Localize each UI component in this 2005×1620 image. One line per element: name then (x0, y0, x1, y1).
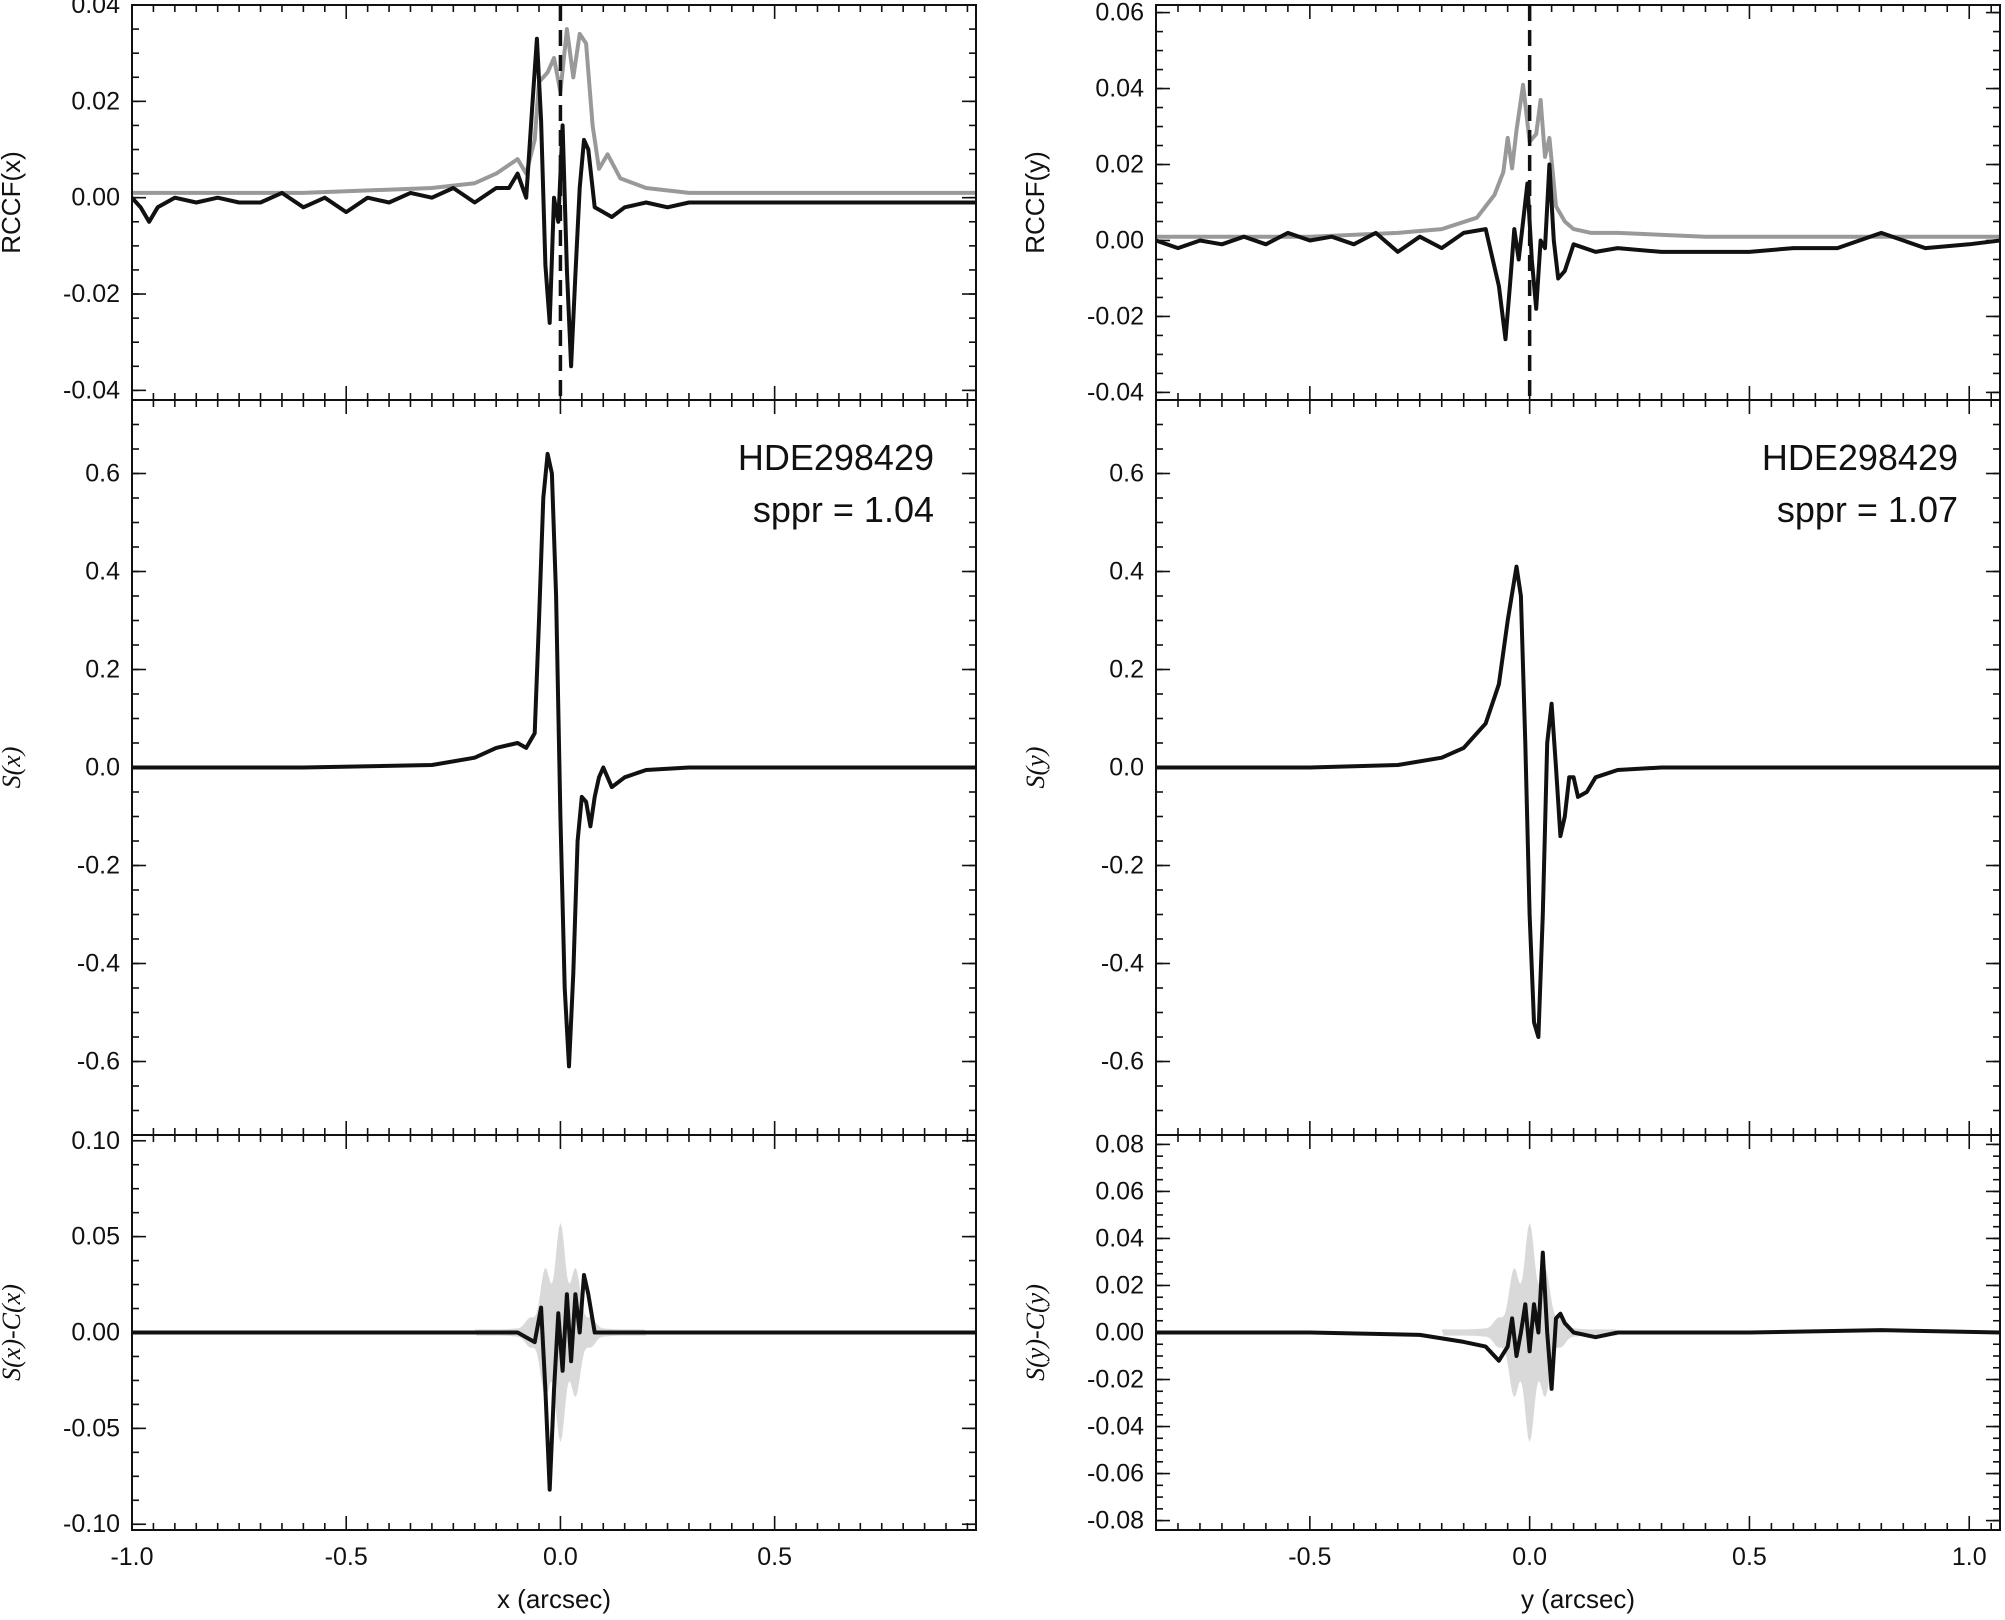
chart-panel-middle-right: -0.6 -0.4 -0.2 0.0 0.2 0.4 0.6 S(y) HDE298429 spp… (1021, 399, 2001, 1136)
y-axis-label: S(y) (1021, 747, 1050, 789)
chart-panel-top-left: -0.04 -0.02 0.00 0.02 0.04 RCCF(x) (0, 0, 977, 404)
y-axis-label: RCCF(y) (1020, 151, 1050, 254)
y-tick-label: 0.02 (1095, 151, 1144, 179)
y-axis-label: S(x)-C(x) (0, 1284, 26, 1381)
y-tick-label: 0.00 (1095, 1319, 1144, 1347)
y-tick-label: -0.10 (63, 1510, 120, 1538)
y-tick-label: 0.06 (1095, 1177, 1144, 1205)
series-line-1 (132, 36, 976, 369)
y-tick-label: -0.08 (1087, 1507, 1144, 1535)
series-line-0 (1156, 564, 2000, 1039)
y-tick-label: 0.0 (1109, 754, 1144, 782)
x-tick-label: -1.0 (110, 1543, 153, 1571)
x-tick-label: 1.0 (1952, 1543, 1987, 1571)
y-tick-label: 0.05 (71, 1223, 120, 1251)
plot-frame (1155, 4, 2001, 401)
series-line-0 (132, 1273, 976, 1492)
x-tick-label: 0.0 (543, 1543, 578, 1571)
y-tick-label: 0.02 (71, 87, 120, 115)
y-tick-label: 0.00 (71, 184, 120, 212)
y-tick-label: 0.10 (71, 1127, 120, 1155)
y-tick-label: 0.04 (1095, 1224, 1144, 1252)
y-tick-label: -0.6 (77, 1048, 120, 1076)
chart-panel-middle-left: -0.6 -0.4 -0.2 0.0 0.2 0.4 0.6 S(x) HDE298429 spp… (0, 399, 977, 1136)
x-tick-label: 0.5 (1732, 1543, 1767, 1571)
y-tick-label: -0.02 (1087, 1366, 1144, 1394)
sppr-annotation: sppr = 1.07 (1777, 489, 1958, 530)
series-line-0 (1156, 1250, 2000, 1391)
y-tick-label: 0.4 (1109, 558, 1144, 586)
y-tick-label: 0.02 (1095, 1271, 1144, 1299)
chart-panel-top-right: -0.04 -0.02 0.00 0.02 0.04 0.06 RCCF(y) (1020, 0, 2001, 406)
x-tick-label: 0.5 (757, 1543, 792, 1571)
x-tick-label: -0.5 (1288, 1543, 1331, 1571)
y-tick-label: -0.06 (1087, 1460, 1144, 1488)
y-tick-label: 0.2 (1109, 656, 1144, 684)
y-tick-label: -0.2 (77, 852, 120, 880)
y-axis-label: S(y)-C(y) (1021, 1284, 1050, 1381)
y-axis-label: RCCF(x) (0, 151, 26, 254)
y-axis-label: S(x) (0, 747, 26, 789)
y-tick-label: 0.0 (85, 754, 120, 782)
y-tick-label: -0.04 (63, 376, 120, 404)
y-tick-label: -0.6 (1101, 1048, 1144, 1076)
plot-frame (131, 1134, 977, 1531)
y-tick-label: -0.02 (63, 280, 120, 308)
y-tick-label: 0.00 (71, 1319, 120, 1347)
y-tick-label: -0.02 (1087, 302, 1144, 330)
y-tick-label: 0.08 (1095, 1130, 1144, 1158)
plot-frame (1155, 1134, 2001, 1531)
y-tick-label: -0.04 (1087, 378, 1144, 406)
star-name-annotation: HDE298429 (738, 437, 934, 478)
series-line-1 (1156, 162, 2000, 342)
star-name-annotation: HDE298429 (1762, 437, 1958, 478)
x-axis-label: x (arcsec) (497, 1584, 611, 1614)
y-tick-label: -0.4 (77, 950, 120, 978)
y-tick-label: 0.4 (85, 558, 120, 586)
y-tick-label: 0.00 (1095, 226, 1144, 254)
y-tick-label: 0.2 (85, 656, 120, 684)
y-tick-label: 0.06 (1095, 0, 1144, 27)
chart-panel-bottom-right: -0.08 -0.06 -0.04 -0.02 0.00 0.02 0.04 0.06 0.08… (1021, 1130, 2001, 1614)
series-line-0 (132, 451, 976, 1069)
y-tick-label: 0.04 (1095, 75, 1144, 103)
x-axis-label: y (arcsec) (1521, 1584, 1635, 1614)
y-tick-label: 0.6 (85, 460, 120, 488)
x-tick-label: -0.5 (325, 1543, 368, 1571)
y-tick-label: -0.2 (1101, 852, 1144, 880)
chart-panel-bottom-left: -0.10 -0.05 0.00 0.05 0.10 -1.0 -0.5 0.0 0.5 S(x)… (0, 1127, 977, 1614)
y-tick-label: -0.05 (63, 1414, 120, 1442)
y-tick-label: -0.04 (1087, 1413, 1144, 1441)
y-tick-label: -0.4 (1101, 950, 1144, 978)
sppr-annotation: sppr = 1.04 (753, 489, 934, 530)
series-line-0 (132, 27, 976, 195)
y-tick-label: 0.04 (71, 0, 120, 19)
y-tick-label: 0.6 (1109, 460, 1144, 488)
x-tick-label: 0.0 (1512, 1543, 1547, 1571)
series-line-0 (1156, 82, 2000, 239)
